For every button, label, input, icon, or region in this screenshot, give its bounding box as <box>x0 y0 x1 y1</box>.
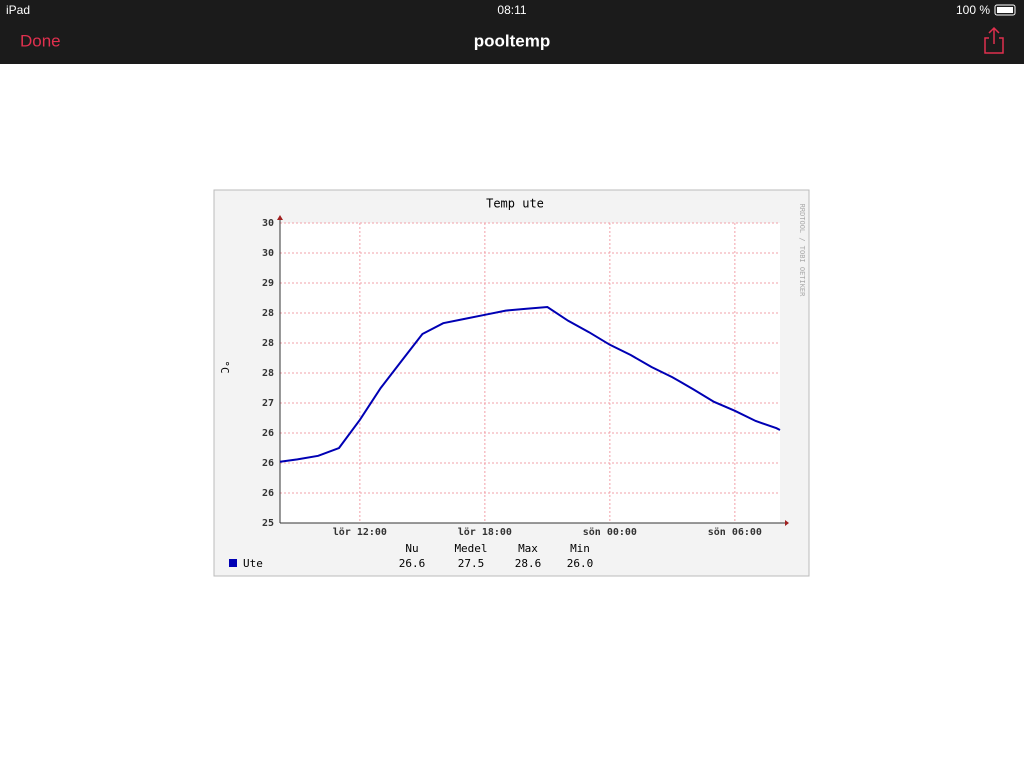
x-tick-label: sön 00:00 <box>583 527 637 538</box>
x-tick-label: sön 06:00 <box>708 527 762 538</box>
y-axis-label: °C <box>218 360 231 373</box>
y-tick-label: 30 <box>262 218 274 229</box>
stat-value: 28.6 <box>515 557 542 570</box>
share-button[interactable] <box>984 26 1004 54</box>
y-tick-label: 25 <box>262 518 274 529</box>
battery-icon <box>994 4 1016 16</box>
y-tick-label: 27 <box>262 398 274 409</box>
y-tick-label: 28 <box>262 338 274 349</box>
watermark: RRDTOOL / TOBI OETIKER <box>798 204 806 298</box>
top-bar <box>0 0 1024 64</box>
x-tick-label: lör 18:00 <box>458 527 512 538</box>
y-tick-label: 26 <box>262 458 274 469</box>
chart-title: Temp ute <box>486 197 544 211</box>
y-tick-label: 26 <box>262 488 274 499</box>
battery-level: 100 % <box>956 3 990 17</box>
stat-header: Min <box>570 542 590 555</box>
stat-value: 26.0 <box>567 557 594 570</box>
stat-header: Nu <box>405 542 418 555</box>
data-line <box>279 305 781 463</box>
legend-label: Ute <box>243 557 263 570</box>
y-tick-label: 29 <box>262 278 274 289</box>
legend-swatch <box>229 559 237 567</box>
stat-header: Medel <box>454 542 487 555</box>
share-arrow <box>988 26 1000 44</box>
stat-header: Max <box>518 542 538 555</box>
x-tick-label: lör 12:00 <box>333 527 387 538</box>
clock: 08:11 <box>497 3 526 17</box>
device-name: iPad <box>6 3 30 17</box>
y-tick-label: 28 <box>262 368 274 379</box>
y-tick-label: 30 <box>262 248 274 259</box>
stat-value: 27.5 <box>458 557 485 570</box>
stat-value: 26.6 <box>399 557 426 570</box>
battery-fill <box>997 7 1013 13</box>
share-box <box>984 37 1004 54</box>
nav-title: pooltemp <box>474 31 551 50</box>
done-button[interactable]: Done <box>20 31 61 50</box>
y-tick-label: 28 <box>262 308 274 319</box>
y-tick-label: 26 <box>262 428 274 439</box>
